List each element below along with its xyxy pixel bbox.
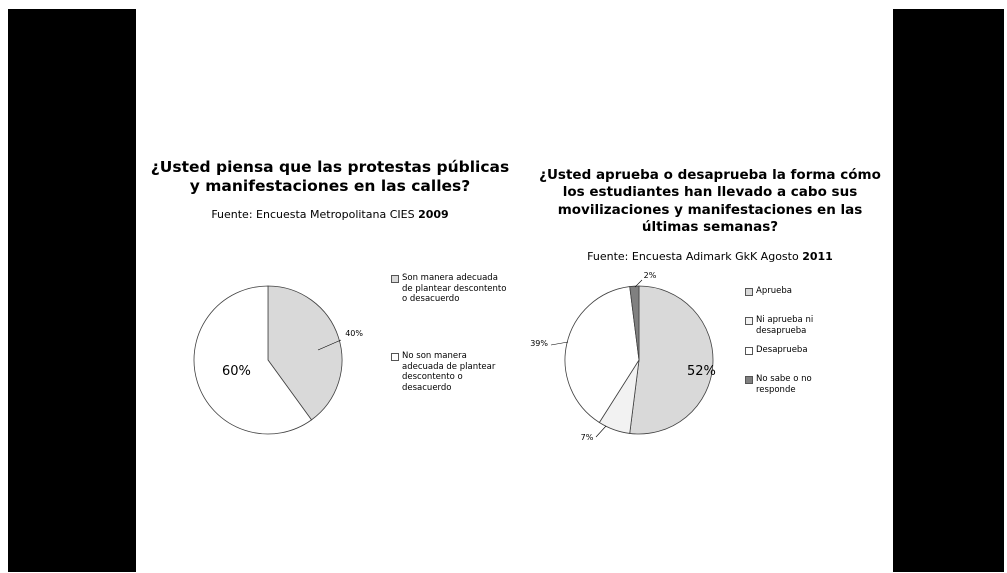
chart1-leader-line-1 [317,339,342,351]
chart2-source-year: 2011 [802,250,833,263]
chart2-data-label-4: 2% [644,271,657,280]
chart1-legend: Son manera adecuada de plantear desconte… [391,273,509,413]
chart2-slice-4 [629,285,640,361]
chart1-slice-1 [267,285,343,421]
chart2-legend-swatch-1 [745,288,753,296]
chart1-source-text: Fuente: Encuesta Metropolitana CIES [211,208,415,221]
chart1-legend-swatch-1 [391,275,399,283]
chart2-leader-line-2 [595,425,607,438]
chart2-legend-item-4: No sabe o no responde [745,374,835,395]
chart2-legend-label-3: Desaprueba [756,345,808,355]
chart2-legend-swatch-3 [745,347,753,355]
chart2-data-label-3: 39% [530,339,548,348]
chart1-title: ¿Usted piensa que las protestas públicas… [150,158,510,195]
chart1-legend-item-1: Son manera adecuada de plantear desconte… [391,273,509,305]
chart2-legend-label-1: Aprueba [756,286,792,296]
chart2-legend-item-3: Desaprueba [745,345,835,356]
chart2-legend-item-2: Ni aprueba ni desaprueba [745,315,835,336]
chart2-legend-swatch-4 [745,376,753,384]
chart2-legend-item-1: Aprueba [745,286,835,297]
chart2-leader-line-3 [550,341,569,346]
chart2-source: Fuente: Encuesta Adimark GkK Agosto 2011 [530,250,890,263]
chart2-legend-label-2: Ni aprueba ni desaprueba [756,315,814,336]
chart1-legend-label-2: No son manera adecuada de plantear desco… [402,351,496,393]
chart1-data-label-1: 40% [345,329,363,338]
chart2-source-text: Fuente: Encuesta Adimark GkK Agosto [587,250,799,263]
chart2-legend-label-4: No sabe o no responde [756,374,812,395]
chart1-legend-label-1: Son manera adecuada de plantear desconte… [402,273,507,305]
chart2-leader-line-4 [634,279,643,288]
chart1-slice-2 [193,285,313,435]
chart1-source: Fuente: Encuesta Metropolitana CIES 2009 [150,208,510,221]
chart2-title: ¿Usted aprueba o desaprueba la forma cóm… [539,167,881,235]
chart1-data-label-2: 60% [222,364,251,379]
chart2-legend-swatch-2 [745,317,753,325]
chart2-slice-1 [629,285,714,435]
chart1-source-year: 2009 [418,208,449,221]
chart2-data-label-2: 7% [581,433,594,442]
chart1-legend-item-2: No son manera adecuada de plantear desco… [391,351,509,394]
chart2-data-label-1: 52% [687,364,716,379]
chart2-slice-3 [564,286,640,424]
chart2-legend: Aprueba Ni aprueba ni desaprueba Desaprueb… [745,286,835,426]
chart1-legend-swatch-2 [391,353,399,361]
